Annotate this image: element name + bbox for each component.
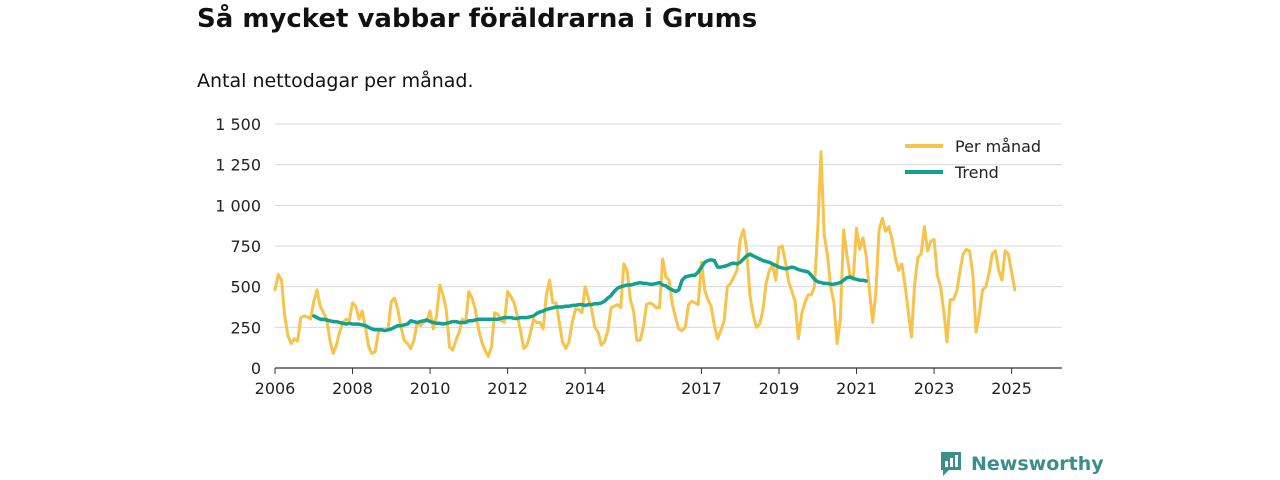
x-tick-label: 2010 bbox=[410, 379, 451, 398]
x-tick-label: 2008 bbox=[332, 379, 373, 398]
y-tick-label: 0 bbox=[251, 359, 261, 378]
y-tick-label: 1 000 bbox=[215, 196, 261, 215]
x-tick-label: 2014 bbox=[565, 379, 606, 398]
y-tick-label: 1 250 bbox=[215, 156, 261, 175]
legend: Per månad Trend bbox=[905, 137, 1041, 182]
x-tick-label: 2023 bbox=[914, 379, 955, 398]
series-line-trend bbox=[312, 252, 868, 333]
series-lines bbox=[273, 150, 1017, 359]
chart-title: Så mycket vabbar föräldrarna i Grums bbox=[197, 4, 758, 34]
legend-label: Per månad bbox=[955, 137, 1041, 156]
x-tick-label: 2021 bbox=[836, 379, 877, 398]
x-tick-label: 2012 bbox=[487, 379, 528, 398]
x-tick-label: 2006 bbox=[255, 379, 296, 398]
series-line-per-manad bbox=[273, 150, 1017, 359]
y-tick-label: 250 bbox=[230, 318, 261, 337]
newsworthy-logo-icon bbox=[941, 452, 961, 476]
brand-logo: Newsworthy bbox=[939, 450, 1104, 478]
x-tick-label: 2025 bbox=[991, 379, 1032, 398]
axes: 0 250 500 750 1 000 1 250 1 500 2006 2008 2010 201… bbox=[215, 115, 1032, 398]
legend-label: Trend bbox=[954, 163, 999, 182]
chart-subtitle: Antal nettodagar per månad. bbox=[197, 70, 474, 92]
y-tick-label: 750 bbox=[230, 237, 261, 256]
gridlines bbox=[275, 123, 1062, 369]
x-tick-label: 2017 bbox=[681, 379, 722, 398]
y-tick-label: 500 bbox=[230, 278, 261, 297]
brand-name: Newsworthy bbox=[971, 453, 1104, 475]
y-tick-label: 1 500 bbox=[215, 115, 261, 134]
x-tick-label: 2019 bbox=[759, 379, 800, 398]
